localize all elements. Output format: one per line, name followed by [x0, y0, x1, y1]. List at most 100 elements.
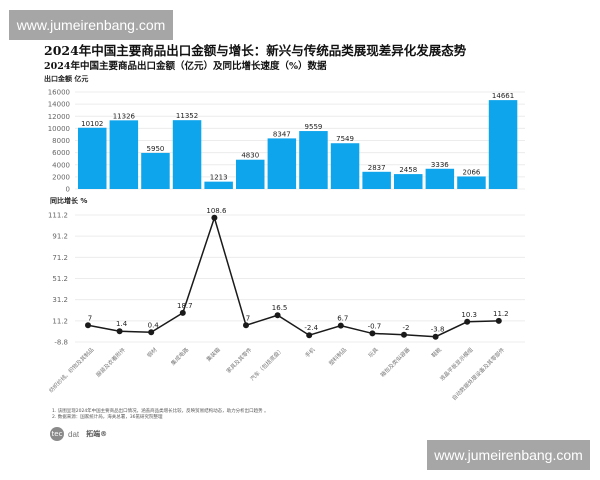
growth-point — [464, 318, 471, 325]
growth-value-label: -2.4 — [304, 324, 318, 332]
bar-value-label: 2837 — [368, 164, 386, 172]
bar-unit-label: 出口金额 亿元 — [44, 75, 89, 83]
bar-value-label: 3336 — [431, 161, 449, 169]
bar-y-tick: 8000 — [52, 137, 70, 145]
brand-logo: tec dat 拓端® — [50, 427, 107, 441]
growth-value-label: -3.8 — [431, 326, 445, 334]
growth-point — [274, 312, 281, 319]
growth-value-label: 16.5 — [272, 304, 288, 312]
growth-value-label: 11.2 — [493, 310, 509, 318]
line-unit-label: 同比增长 % — [50, 197, 88, 205]
growth-value-label: -2 — [403, 324, 410, 332]
bar-value-label: 8347 — [273, 130, 291, 138]
x-category-label: 液晶平板显示模组 — [438, 345, 475, 382]
watermark-top: www.jumeirenbang.com — [9, 10, 173, 40]
line-y-tick: 111.2 — [48, 212, 68, 220]
growth-value-label: 108.6 — [206, 207, 227, 215]
growth-point — [179, 309, 186, 316]
growth-value-label: 18.7 — [177, 302, 193, 310]
x-category-label: 钢材 — [145, 345, 159, 359]
line-y-tick: 11.2 — [52, 317, 68, 325]
bar-y-tick: 12000 — [48, 113, 70, 121]
bar — [299, 131, 328, 189]
growth-value-label: 6.7 — [337, 315, 348, 323]
growth-point — [306, 332, 313, 339]
logo-text: dat — [68, 429, 80, 439]
x-category-label: 鞋靴 — [430, 345, 444, 359]
growth-point — [432, 333, 439, 340]
bar — [172, 120, 202, 189]
growth-point — [148, 329, 155, 336]
x-category-label: 自动数据处理设备及其零部件 — [450, 345, 507, 402]
bar-y-tick: 4000 — [52, 161, 70, 169]
bar — [141, 152, 170, 189]
bar — [330, 143, 360, 189]
bar — [78, 127, 107, 189]
growth-value-label: 1.4 — [116, 320, 128, 328]
growth-point — [495, 317, 502, 324]
line-y-tick: -8.8 — [54, 339, 68, 347]
x-category-label: 汽车（包括底盘） — [248, 346, 285, 383]
bar — [362, 171, 391, 189]
growth-point — [85, 322, 91, 329]
line-y-tick: 51.2 — [52, 275, 68, 283]
x-category-label: 手机 — [303, 345, 317, 359]
growth-value-label: 7 — [246, 314, 250, 322]
bar-y-tick: 2000 — [52, 173, 70, 181]
bar-value-label: 5950 — [147, 145, 165, 153]
line-y-tick: 71.2 — [52, 254, 68, 262]
bar-y-tick: 14000 — [48, 101, 70, 109]
note-2: 2. 数据来源：国家统计局，海关总署，36氪研究院整理 — [52, 415, 163, 420]
bar-value-label: 9559 — [305, 123, 323, 131]
bar — [236, 159, 265, 189]
bar-value-label: 11326 — [113, 112, 136, 120]
bar-y-tick: 0 — [66, 186, 70, 194]
bar — [109, 120, 139, 189]
x-category-label: 集装箱 — [204, 345, 222, 363]
growth-point — [116, 328, 123, 335]
bar-y-tick: 6000 — [52, 149, 70, 157]
bar — [488, 100, 518, 189]
bar — [204, 181, 233, 189]
growth-value-label: 7 — [88, 314, 92, 322]
x-category-label: 玩具 — [367, 346, 380, 359]
bar-value-label: 10102 — [81, 120, 103, 128]
x-category-label: 服装及衣着附件 — [94, 345, 127, 378]
chart-subtitle: 2024年中国主要商品出口金额（亿元）及同比增长速度（%）数据 — [44, 61, 327, 72]
growth-value-label: -0.7 — [368, 322, 382, 330]
bar-value-label: 2458 — [399, 166, 417, 174]
chart-title: 2024年中国主要商品出口金额与增长：新兴与传统品类展现差异化发展态势 — [44, 43, 467, 58]
bar-value-label: 4830 — [241, 152, 259, 160]
line-chart: -8.8 11.2 31.2 51.2 71.2 91.2 111.2 7 1.4 0.4 18.7… — [47, 207, 525, 402]
bar-value-label: 7549 — [336, 135, 354, 143]
line-y-tick: 91.2 — [52, 233, 68, 241]
logo-cn: 拓端® — [86, 430, 108, 438]
watermark-bottom: www.jumeirenbang.com — [427, 440, 590, 470]
bar-value-label: 11352 — [176, 112, 198, 120]
chart-notes: 1. 该图呈现2024年中国主要商品出口情况，涵盖商品类增长比较，反映贸易结构动… — [52, 409, 269, 421]
growth-value-label: 0.4 — [148, 321, 160, 329]
growth-point — [243, 322, 249, 329]
growth-point — [337, 322, 344, 329]
bar — [267, 138, 297, 189]
bar-value-label: 1213 — [210, 174, 228, 182]
growth-point — [401, 331, 407, 338]
bar-chart: 0 2000 4000 6000 8000 10000 12000 14000 16000 101… — [48, 89, 525, 194]
bar — [394, 174, 423, 189]
x-category-label: 纺织纱线、织物及其制品 — [47, 345, 96, 394]
bar-value-label: 14661 — [492, 92, 514, 100]
logo-mark: tec — [50, 427, 64, 441]
growth-value-label: 10.3 — [461, 311, 477, 319]
bar — [425, 168, 455, 189]
growth-point — [211, 214, 218, 221]
line-y-tick: 31.2 — [52, 296, 68, 304]
bar-y-tick: 16000 — [48, 89, 70, 97]
growth-point — [369, 330, 376, 337]
bar — [457, 176, 486, 189]
chart-card — [30, 30, 580, 430]
x-category-label: 家具及其零件 — [224, 345, 253, 374]
x-category-label: 集成电路 — [169, 345, 191, 367]
note-1: 1. 该图呈现2024年中国主要商品出口情况，涵盖商品类增长比较，反映贸易结构动… — [52, 409, 269, 414]
bar-value-label: 2066 — [463, 168, 481, 176]
bar-y-tick: 10000 — [48, 125, 70, 133]
